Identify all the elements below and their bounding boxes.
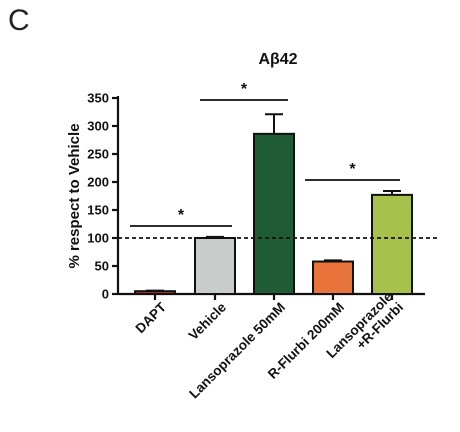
y-tick-label: 150 [87, 203, 109, 218]
y-tick-label: 0 [102, 287, 109, 302]
significance-star: * [178, 207, 185, 224]
chart-title: Aβ42 [258, 51, 297, 68]
bar-1 [194, 237, 236, 295]
y-tick-label: 50 [95, 259, 109, 274]
category-label: Lansoprazole 50mM [186, 300, 288, 402]
y-tick-label: 250 [87, 147, 109, 162]
bar-2 [253, 132, 295, 295]
y-tick-label: 350 [87, 91, 109, 106]
y-axis-label: % respect to Vehicle [66, 123, 83, 268]
significance-star: * [241, 81, 248, 98]
category-label-line: DAPT [133, 299, 170, 336]
y-tick-label: 300 [87, 119, 109, 134]
category-label: Vehicle [186, 299, 230, 343]
category-label-line: Vehicle [186, 299, 230, 343]
category-label: DAPT [133, 299, 170, 336]
y-tick-label: 200 [87, 175, 109, 190]
y-tick-label: 100 [87, 231, 109, 246]
significance-star: * [349, 161, 356, 178]
bar-4 [371, 193, 413, 296]
panel-label: C [8, 4, 30, 37]
category-label-line: Lansoprazole 50mM [186, 300, 288, 402]
bar-3 [312, 260, 354, 295]
